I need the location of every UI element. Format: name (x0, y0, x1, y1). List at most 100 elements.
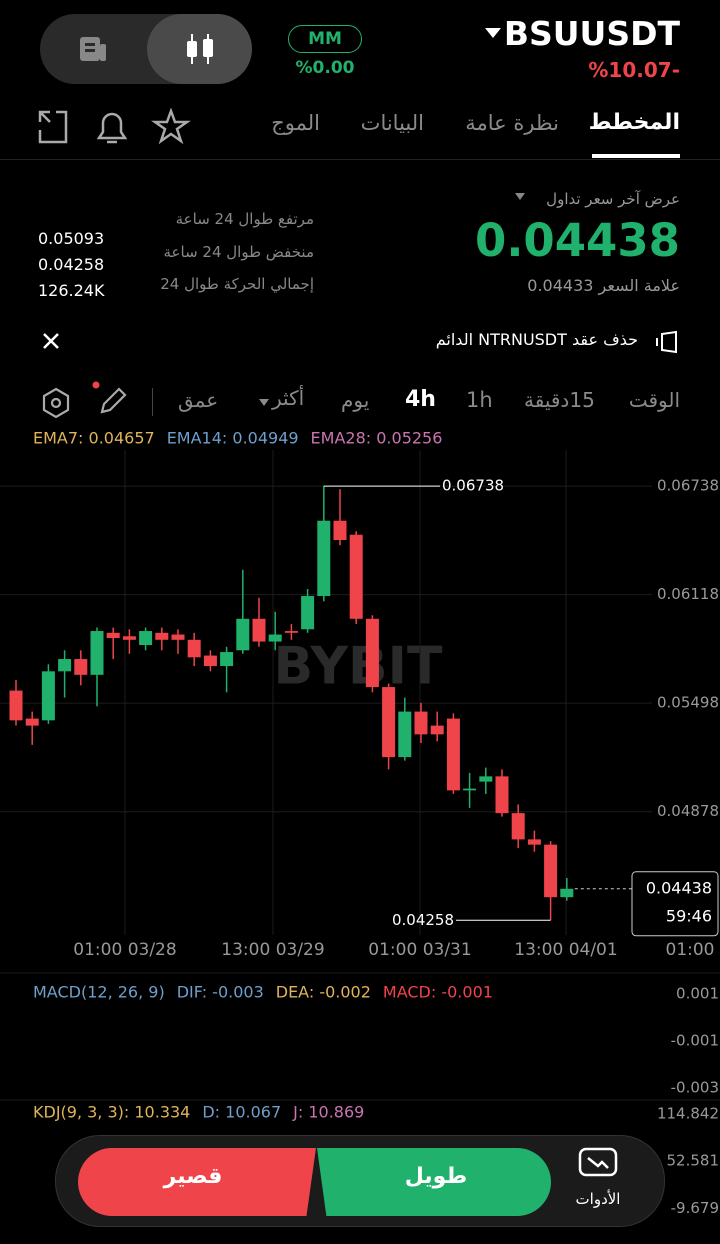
macd-label: MACD: -0.001 (383, 983, 493, 1002)
macd-tick-label: 0.001 (676, 985, 719, 1003)
candle-body (139, 631, 153, 646)
candle-body (414, 711, 428, 735)
high-label: 0.06738 (442, 477, 504, 495)
stat-label: إجمالي الحركة طوال 24 (160, 275, 314, 293)
price-box (631, 871, 719, 937)
candle-body (25, 718, 39, 726)
candle-body (252, 618, 266, 642)
x-tick-label: 01:00 03/31 (368, 940, 471, 960)
expand-icon[interactable] (38, 110, 68, 144)
tab-icons (38, 108, 191, 145)
symbol[interactable]: BSUUSDT (503, 14, 680, 53)
legend-entry: EMA14: 0.04949 (167, 429, 299, 448)
candle-body (430, 725, 444, 735)
y-tick-label: 0.05498 (657, 694, 719, 712)
last-price-caption[interactable]: عرض آخر سعر تداول (546, 190, 680, 208)
star-icon[interactable] (151, 108, 191, 145)
macd-tick-label: -0.003 (671, 1079, 719, 1097)
stat-value: 0.04258 (38, 255, 105, 274)
short-label[interactable]: قصير (163, 1164, 223, 1189)
candle-body (90, 631, 104, 675)
more[interactable]: أكثر (272, 386, 305, 410)
interval[interactable]: يوم (341, 388, 370, 412)
macd-label: MACD(12, 26, 9) (33, 983, 165, 1002)
y-tick-label: 0.06738 (657, 477, 719, 495)
candle-body (463, 788, 477, 791)
candle-icon (187, 34, 213, 64)
candle-body (171, 634, 185, 640)
macd-label: DIF: -0.003 (177, 983, 264, 1002)
candle-body (268, 634, 282, 642)
long-label[interactable]: طويل (404, 1164, 468, 1189)
toggle-active[interactable] (147, 14, 252, 84)
candle-body (187, 639, 201, 658)
tools-icon[interactable] (578, 1146, 618, 1180)
low-label: 0.04258 (392, 911, 454, 929)
draw-tools[interactable] (40, 378, 130, 418)
mark-price: علامة السعر 0.04433 (527, 276, 680, 295)
tab-underline (592, 154, 680, 158)
y-tick-label: 0.04878 (657, 802, 719, 820)
candle-body (398, 711, 412, 758)
candle-body (479, 776, 493, 782)
current-price: 0.04438 (646, 878, 712, 897)
kdj-tick-label: -9.679 (671, 1199, 719, 1217)
tab-active[interactable]: المخطط (588, 110, 680, 135)
symbol-dropdown[interactable] (484, 26, 502, 40)
candle-body (58, 659, 72, 672)
legend-entry: EMA7: 0.04657 (33, 429, 155, 448)
candle-body (106, 632, 120, 639)
x-tick-label: 01:00 03/28 (73, 940, 176, 960)
x-tick-label: 13:00 04/01 (514, 940, 617, 960)
candle-body (511, 813, 525, 840)
candle-body (41, 671, 55, 721)
stat-value: 126.24K (38, 281, 105, 300)
candle-body (365, 618, 379, 688)
macd-label: DEA: -0.002 (276, 983, 371, 1002)
notice[interactable]: حذف عقد NTRNUSDT الدائم (435, 330, 638, 349)
candle-body (74, 659, 88, 675)
short-button[interactable] (78, 1148, 316, 1216)
kdj-label: KDJ(9, 3, 3): 10.334 (33, 1103, 190, 1122)
time-label: الوقت (628, 388, 680, 412)
stat-label: منخفض طوال 24 ساعة (163, 243, 315, 261)
stat-label: مرتفع طوال 24 ساعة (175, 210, 314, 228)
candle-body (220, 652, 234, 667)
view-toggle[interactable] (40, 14, 252, 84)
kdj-label: J: 10.869 (292, 1103, 364, 1122)
chart: BYBIT EMA7: 0.04657 EMA14: 0.04949 EMA28: 0… (0, 429, 720, 1217)
candle-body (203, 655, 217, 667)
stat-value: 0.05093 (38, 229, 105, 248)
kdj-tick-label: 114.842 (657, 1104, 719, 1122)
candle-body (301, 596, 315, 630)
candle-body (527, 839, 541, 845)
caption-arrow (515, 193, 525, 200)
interval[interactable]: 1h (466, 388, 493, 412)
action-bar: قصير طويل الأدوات (55, 1135, 665, 1227)
countdown: 59:46 (666, 906, 712, 925)
last-price: 0.04438 (475, 214, 680, 267)
candle-body (236, 618, 250, 651)
separator (152, 388, 153, 416)
legend-entry: EMA28: 0.05256 (311, 429, 443, 448)
candle-body (446, 718, 460, 791)
divider (0, 159, 720, 160)
mm-badge[interactable]: MM (288, 25, 362, 53)
tab[interactable]: الموج (271, 111, 320, 135)
depth[interactable]: عمق (178, 388, 219, 412)
kdj-label: D: 10.067 (202, 1103, 281, 1122)
interval-active[interactable]: 4h (405, 387, 436, 412)
mm-value: %0.00 (295, 58, 355, 78)
candle-body (333, 520, 347, 540)
interval[interactable]: 15دقيقة (524, 388, 595, 412)
tab[interactable]: البيانات (360, 111, 424, 135)
long-button[interactable] (317, 1148, 551, 1216)
tab[interactable]: نظرة عامة (465, 111, 559, 135)
close-icon[interactable] (40, 330, 64, 354)
candle-body (9, 690, 23, 721)
bell-icon[interactable] (96, 112, 128, 144)
candle-body (560, 888, 574, 898)
candle-body (155, 632, 169, 640)
tools-label[interactable]: الأدوات (575, 1190, 621, 1208)
